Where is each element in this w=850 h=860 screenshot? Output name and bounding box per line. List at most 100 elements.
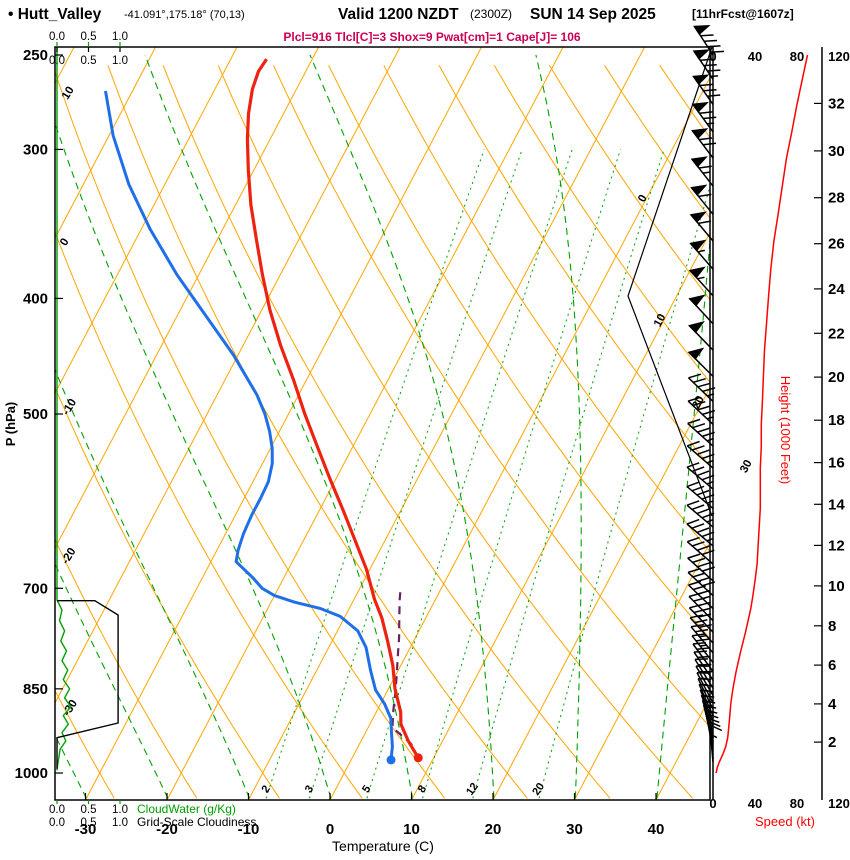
forecast-info: [11hrFcst@1607z] xyxy=(692,7,794,21)
barb-half xyxy=(706,393,715,397)
cloudwater-axis-label: CloudWater (g/Kg) xyxy=(137,802,236,816)
dry-adiabat-line xyxy=(548,65,710,301)
dry-adiabat-label: -20 xyxy=(60,546,79,566)
pressure-tick-label: 250 xyxy=(23,47,48,64)
barb-full xyxy=(691,633,706,637)
barb-full xyxy=(696,489,710,496)
height-tick-label: 12 xyxy=(828,537,845,554)
barb-full xyxy=(702,699,716,704)
height-tick-label: 26 xyxy=(828,236,845,253)
barb-full xyxy=(689,603,703,609)
cloudiness-scale-label: 0.0 xyxy=(49,55,65,67)
cloudiness-curve xyxy=(56,600,119,769)
dry-adiabat-line xyxy=(162,65,611,799)
barb-full xyxy=(701,566,715,572)
mixing-ratio-line xyxy=(472,149,665,799)
surface-temperature-dot xyxy=(413,753,423,763)
isotherm-line xyxy=(85,47,483,800)
barb-full xyxy=(701,531,715,538)
barb-full xyxy=(697,382,711,388)
valid-utc: (2300Z) xyxy=(470,7,512,21)
barb-full xyxy=(691,445,705,451)
cloudiness-scale-label: 0.0 xyxy=(49,817,65,829)
barb-half xyxy=(706,416,715,420)
barb-shaft xyxy=(694,659,714,689)
wind-speed-curve xyxy=(715,54,809,774)
barb-full xyxy=(702,387,716,393)
pressure-tick-label: 500 xyxy=(23,406,48,423)
barb-half xyxy=(706,437,714,442)
barb-full xyxy=(707,45,721,48)
speed-scale-label: 0 xyxy=(709,49,716,64)
cloudwater-scale-label: 0.0 xyxy=(49,31,65,43)
barb-shaft xyxy=(687,400,714,425)
sounding-curves xyxy=(104,58,423,765)
barb-full xyxy=(701,694,715,699)
temperature-curve xyxy=(245,58,420,759)
speed-scale-label: 120 xyxy=(828,49,850,64)
mixing-ratio-label: 20 xyxy=(530,781,547,798)
temperature-tick-label: 30 xyxy=(566,821,583,838)
barb-full xyxy=(703,142,717,146)
speed-scale-label: 40 xyxy=(748,796,762,811)
isotherm-label: 30 xyxy=(738,458,755,475)
mixing-ratio-line xyxy=(309,149,523,799)
barb-half xyxy=(706,480,714,485)
height-tick-label: 30 xyxy=(828,143,845,160)
height-tick-label: 28 xyxy=(828,190,845,207)
barb-full xyxy=(696,527,710,534)
isotherm-line xyxy=(329,76,710,800)
isotherm-line xyxy=(55,47,238,395)
barb-full xyxy=(687,418,701,425)
dry-adiabat-label: 0 xyxy=(58,236,72,248)
moist-adiabat-line xyxy=(55,121,332,799)
cloudiness-scale-label: 0.5 xyxy=(81,55,97,67)
barb-flag xyxy=(690,156,708,168)
barb-full xyxy=(698,623,712,629)
barb-shaft xyxy=(686,486,714,509)
height-tick-label: 16 xyxy=(828,455,845,472)
barb-full xyxy=(687,396,701,402)
barb-full xyxy=(707,69,721,72)
temperature-tick-label: 0 xyxy=(326,821,334,838)
dry-adiabat-line xyxy=(273,65,710,728)
barb-flag xyxy=(689,211,707,223)
dry-adiabat-line xyxy=(55,689,115,799)
speed-scale-label: 80 xyxy=(790,49,804,64)
barb-shaft xyxy=(709,728,714,763)
height-tick-label: 24 xyxy=(828,281,845,298)
temperature-tick-label: 20 xyxy=(485,821,502,838)
isotherm-line xyxy=(55,47,401,705)
valid-date: SUN 14 Sep 2025 xyxy=(530,6,656,23)
barb-shaft xyxy=(686,541,714,565)
height-tick-label: 22 xyxy=(828,325,845,342)
barb-shaft xyxy=(686,523,714,547)
barb-shaft xyxy=(688,595,714,622)
barb-shaft xyxy=(686,466,714,490)
barb-full xyxy=(687,440,700,447)
barb-full xyxy=(691,504,705,511)
temperature-tick-label: -30 xyxy=(75,821,97,838)
barb-full xyxy=(691,541,705,547)
indices-line: Plcl=916 Tlcl[C]=3 Shox=9 Pwat[cm]=1 Cap… xyxy=(283,30,580,44)
cloudwater-scale-label: 0.5 xyxy=(81,31,97,43)
barb-full xyxy=(701,493,715,500)
cloudiness-axis-label: Grid-Scale Cloudiness xyxy=(137,815,256,829)
temperature-tick-label: 10 xyxy=(403,821,420,838)
barb-half xyxy=(704,705,712,709)
valid-time: Valid 1200 NZDT xyxy=(338,6,459,23)
barb-flag xyxy=(691,128,709,140)
height-tick-label: 14 xyxy=(828,496,845,513)
moist-adiabat-line xyxy=(144,54,413,799)
cloudwater-scale-label: 1.0 xyxy=(112,804,128,816)
barb-full xyxy=(696,508,710,515)
barb-flag xyxy=(688,294,706,307)
barb-full xyxy=(704,708,718,714)
temperature-tick-label: 40 xyxy=(648,821,665,838)
barb-full xyxy=(700,34,714,37)
barb-full xyxy=(697,655,711,659)
barb-full xyxy=(690,623,705,628)
barb-shaft xyxy=(686,504,714,528)
